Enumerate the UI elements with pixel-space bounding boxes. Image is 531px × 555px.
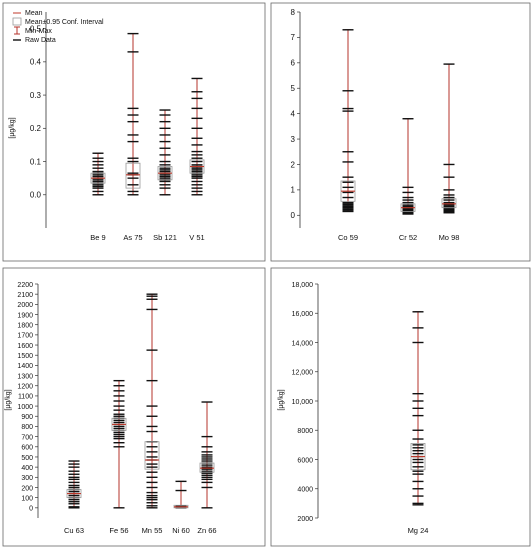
- y-tick-label: 0: [291, 211, 296, 220]
- category-label: Fe 56: [109, 526, 128, 535]
- y-tick-label: 1400: [17, 363, 33, 370]
- y-tick-label: 1000: [17, 404, 33, 411]
- series-mn-55: [144, 293, 160, 509]
- y-tick-label: 2000: [297, 516, 313, 523]
- y-tick-label: 0.1: [30, 157, 42, 166]
- series-fe-56: [111, 379, 127, 509]
- y-tick-label: 0.4: [30, 58, 42, 67]
- y-tick-label: 400: [21, 465, 33, 472]
- y-tick-label: 2000: [17, 302, 33, 309]
- y-tick-label: 10,000: [292, 399, 314, 406]
- y-tick-label: 8000: [297, 428, 313, 435]
- y-tick-label: 800: [21, 424, 33, 431]
- y-tick-label: 8: [291, 8, 296, 17]
- ci-box: [125, 162, 141, 189]
- chart-panel-2: 0 1 2 3 4 5 6 7 8 Co 59 Cr 52 Mo 98: [270, 2, 531, 262]
- y-tick-label: 500: [21, 455, 33, 462]
- y-tick-label: 6000: [297, 457, 313, 464]
- chart-panel-3: 0 100 200 300 400 500 600 700 800 900 1000 1100 1200…: [2, 267, 266, 547]
- y-tick-label: 1600: [17, 343, 33, 350]
- category-label: Mg 24: [408, 526, 429, 535]
- chart-panel-4: 2000 4000 6000 8000 10,000 12,000 14,000 16,000…: [270, 267, 531, 547]
- y-tick-label: 5: [291, 84, 296, 93]
- panel-frame: [2, 2, 266, 262]
- series-sb-121: [157, 109, 173, 196]
- panel-frame: [2, 267, 266, 547]
- y-tick-label: 7: [291, 33, 296, 42]
- series-cr-52: [400, 118, 416, 215]
- y-tick-label: 1900: [17, 312, 33, 319]
- chart-panel-1: 0.0 0.1 0.2 0.3 0.4 0.5 [µg/kg] Be 9 As 75 Sb 121…: [2, 2, 266, 262]
- legend-ci-label: Mean±0.95 Conf. Interval: [25, 19, 104, 26]
- y-tick-label: 16,000: [292, 311, 314, 318]
- y-axis-label: [µg/kg]: [278, 389, 285, 410]
- y-tick-label: 0.5: [30, 24, 42, 33]
- series-mg-24: [410, 311, 426, 506]
- y-tick-label: 200: [21, 485, 33, 492]
- y-tick-label: 1300: [17, 373, 33, 380]
- y-tick-label: 18,000: [292, 282, 314, 289]
- y-axis-label: [µg/kg]: [5, 389, 12, 410]
- y-tick-label: 0.2: [30, 124, 42, 133]
- series-v-51: [189, 77, 205, 196]
- y-tick-label: 1: [291, 186, 296, 195]
- series-cu-63: [66, 460, 82, 509]
- series-as-75: [125, 32, 141, 196]
- y-tick-label: 1100: [18, 394, 33, 401]
- y-tick-label: 4: [291, 109, 296, 118]
- y-tick-label: 0: [29, 506, 33, 513]
- y-tick-label: 1200: [17, 384, 33, 391]
- panel-frame: [270, 2, 531, 262]
- ci-box: [441, 198, 457, 209]
- y-tick-label: 3: [291, 135, 296, 144]
- panel-frame: [270, 267, 531, 547]
- y-tick-label: 2: [291, 160, 296, 169]
- series-be-9: [90, 152, 106, 196]
- legend-raw-label: Raw Data: [25, 37, 56, 44]
- category-label: Co 59: [338, 233, 358, 242]
- category-label: Ni 60: [172, 526, 190, 535]
- y-tick-label: 1500: [17, 353, 33, 360]
- y-tick-label: 14,000: [292, 340, 314, 347]
- y-tick-label: 300: [21, 475, 33, 482]
- series-ni-60: [173, 480, 189, 509]
- series-co-59: [340, 29, 356, 213]
- y-tick-label: 2100: [17, 292, 33, 299]
- y-tick-label: 6: [291, 59, 296, 68]
- category-label: Mn 55: [142, 526, 163, 535]
- y-tick-label: 600: [21, 445, 33, 452]
- y-tick-label: 2200: [17, 282, 33, 289]
- category-label: Mo 98: [439, 233, 460, 242]
- y-tick-label: 700: [21, 434, 33, 441]
- ci-box: [144, 441, 160, 470]
- y-tick-label: 12,000: [292, 370, 314, 377]
- y-axis-label: [µg/kg]: [9, 117, 16, 138]
- y-tick-label: 0.3: [30, 91, 42, 100]
- category-label: As 75: [123, 233, 142, 242]
- legend-ci-marker: [12, 17, 22, 26]
- category-label: Cu 63: [64, 526, 84, 535]
- legend-mean-label: Mean: [25, 10, 43, 17]
- legend-minmax-label: Min-Max: [25, 28, 52, 35]
- category-label: Cr 52: [399, 233, 417, 242]
- y-tick-label: 100: [21, 495, 33, 502]
- category-label: Sb 121: [153, 233, 177, 242]
- y-tick-label: 1800: [17, 322, 33, 329]
- category-label: Zn 66: [197, 526, 216, 535]
- series-mo-98: [441, 63, 457, 214]
- category-label: V 51: [189, 233, 204, 242]
- y-tick-label: 1700: [17, 333, 33, 340]
- y-tick-label: 0.0: [30, 191, 42, 200]
- y-tick-label: 900: [21, 414, 33, 421]
- category-label: Be 9: [90, 233, 105, 242]
- series-zn-66: [199, 401, 215, 509]
- legend: Mean Mean±0.95 Conf. Interval Min-Max Raw D…: [12, 10, 104, 44]
- y-tick-label: 4000: [297, 487, 313, 494]
